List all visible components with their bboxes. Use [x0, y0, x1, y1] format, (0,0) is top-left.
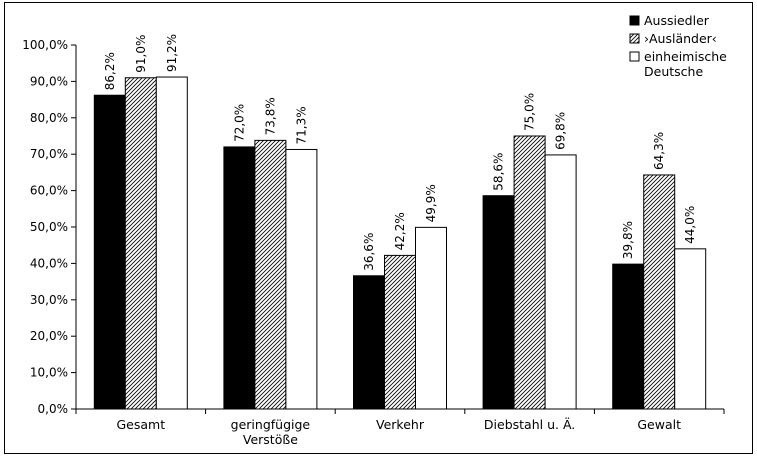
data-label: 72,0%	[232, 104, 246, 142]
bar	[124, 77, 157, 410]
bar	[155, 76, 188, 410]
y-tick-label: 80,0%	[30, 111, 68, 125]
y-tick-label: 100,0%	[22, 38, 68, 52]
bar	[223, 146, 256, 410]
category-label: Verstöße	[243, 432, 298, 447]
bar	[544, 154, 577, 410]
y-tick-label: 0,0%	[38, 402, 69, 416]
data-label: 49,9%	[424, 184, 438, 222]
data-labels: 86,2% 91,0% 91,2% 72,0% 73,8% 71,3% 36,6% 42,2%…	[103, 34, 697, 271]
bar	[254, 139, 287, 410]
data-label: 91,0%	[134, 35, 148, 73]
category-label: geringfügige	[231, 417, 311, 432]
bars	[93, 76, 707, 410]
y-tick-label: 50,0%	[30, 220, 68, 234]
data-label: 42,2%	[393, 212, 407, 250]
bar	[513, 135, 546, 410]
y-tick-label: 70,0%	[30, 147, 68, 161]
data-label: 64,3%	[652, 132, 666, 170]
data-label: 75,0%	[523, 93, 537, 131]
category-label: Gewalt	[637, 417, 681, 432]
legend-swatch	[629, 33, 640, 44]
bar	[93, 94, 126, 410]
data-label: 91,2%	[165, 34, 179, 72]
bar	[482, 195, 515, 410]
data-label: 39,8%	[621, 221, 635, 259]
data-label: 58,6%	[492, 153, 506, 191]
data-label: 44,0%	[683, 206, 697, 244]
data-label: 73,8%	[263, 97, 277, 135]
bar	[384, 254, 416, 410]
legend: Aussiedler ›Ausländer‹ einheimischeDeutsch…	[629, 13, 727, 79]
y-tick-label: 90,0%	[30, 74, 68, 88]
y-tick-label: 60,0%	[30, 184, 68, 198]
data-label: 69,8%	[554, 112, 568, 150]
legend-label: einheimische	[644, 49, 727, 64]
category-label: Diebstahl u. Ä.	[484, 417, 575, 432]
legend-label: ›Ausländer‹	[644, 31, 717, 46]
bar	[643, 174, 676, 410]
bar	[612, 263, 645, 410]
y-tick-label: 10,0%	[30, 366, 68, 380]
data-label: 86,2%	[103, 52, 117, 90]
bar	[674, 248, 707, 410]
category-label: Gesamt	[116, 417, 165, 432]
y-tick-label: 30,0%	[30, 293, 68, 307]
data-label: 71,3%	[294, 106, 308, 144]
legend-swatch	[629, 51, 640, 62]
legend-label: Deutsche	[644, 64, 703, 79]
bar	[285, 148, 318, 410]
y-tick-label: 20,0%	[30, 329, 68, 343]
category-label: Verkehr	[376, 417, 425, 432]
bar	[415, 226, 447, 410]
legend-label: Aussiedler	[644, 13, 710, 28]
bar	[353, 275, 385, 410]
legend-swatch	[629, 15, 640, 26]
data-label: 36,6%	[362, 233, 376, 271]
y-tick-label: 40,0%	[30, 256, 68, 270]
